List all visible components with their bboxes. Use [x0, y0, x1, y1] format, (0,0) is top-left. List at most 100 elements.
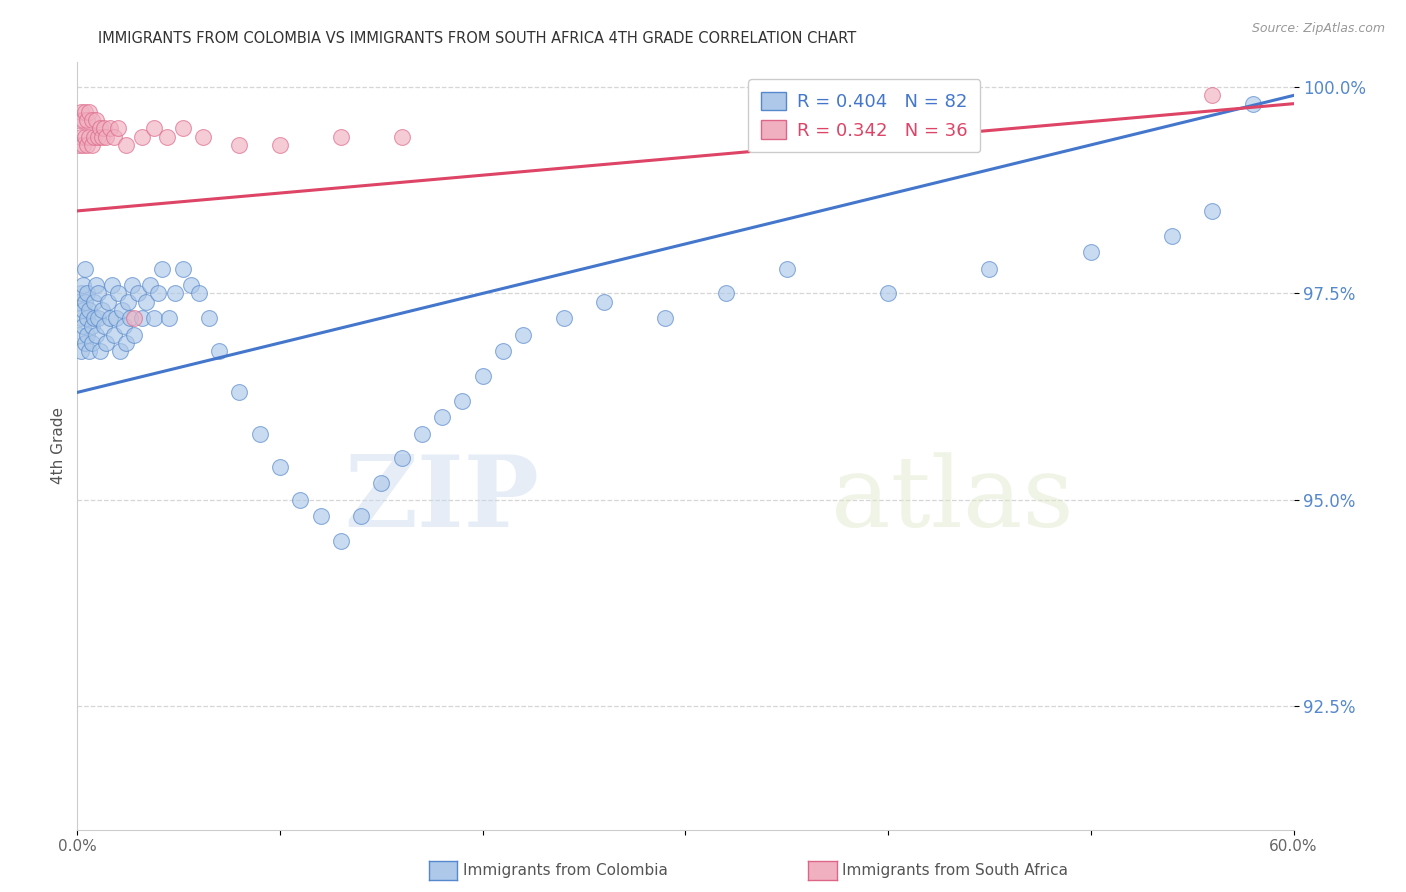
Point	[67, 113, 90, 128]
Text: IMMIGRANTS FROM COLOMBIA VS IMMIGRANTS FROM SOUTH AFRICA 4TH GRADE CORRELATION C: IMMIGRANTS FROM COLOMBIA VS IMMIGRANTS F…	[98, 31, 856, 46]
Text: atlas: atlas	[831, 452, 1074, 548]
Point	[163, 286, 186, 301]
Point	[135, 294, 157, 309]
Point	[98, 121, 121, 136]
Point	[131, 129, 153, 144]
Point	[117, 294, 139, 309]
Point	[208, 344, 231, 359]
Point	[172, 121, 194, 136]
Point	[86, 311, 108, 326]
Point	[98, 311, 121, 326]
Point	[70, 129, 93, 144]
Point	[75, 129, 97, 144]
Point	[76, 311, 98, 326]
Point	[228, 385, 250, 400]
Point	[249, 426, 271, 441]
Point	[172, 261, 194, 276]
Point	[329, 533, 352, 548]
Point	[593, 294, 616, 309]
Point	[80, 137, 103, 152]
Point	[329, 129, 352, 144]
Point	[152, 261, 174, 276]
Point	[180, 278, 202, 293]
Point	[72, 137, 94, 152]
Point	[122, 311, 145, 326]
Point	[84, 278, 107, 293]
Point	[104, 311, 127, 326]
Point	[269, 459, 291, 474]
Point	[83, 294, 105, 309]
Point	[370, 476, 392, 491]
Point	[67, 294, 90, 309]
Point	[115, 137, 138, 152]
Point	[1161, 228, 1184, 243]
Point	[94, 335, 117, 350]
Point	[79, 129, 101, 144]
Point	[391, 129, 413, 144]
Point	[86, 129, 108, 144]
Point	[148, 286, 170, 301]
Point	[115, 335, 138, 350]
Point	[1201, 88, 1223, 103]
Point	[80, 319, 103, 334]
Point	[391, 451, 413, 466]
Point	[228, 137, 250, 152]
Point	[108, 344, 131, 359]
Point	[75, 261, 97, 276]
Point	[107, 286, 129, 301]
Text: Immigrants from South Africa: Immigrants from South Africa	[842, 863, 1069, 878]
Point	[979, 261, 1001, 276]
Point	[411, 426, 433, 441]
Point	[90, 302, 112, 317]
Point	[76, 137, 98, 152]
Point	[83, 311, 105, 326]
Point	[76, 286, 98, 301]
Point	[70, 104, 93, 119]
Point	[80, 335, 103, 350]
Point	[83, 129, 105, 144]
Point	[471, 368, 494, 383]
Point	[191, 129, 214, 144]
Point	[451, 393, 474, 408]
Point	[70, 344, 93, 359]
Point	[70, 311, 93, 326]
Point	[654, 311, 676, 326]
Point	[188, 286, 211, 301]
Point	[89, 344, 111, 359]
Point	[72, 278, 94, 293]
Point	[112, 319, 135, 334]
Point	[90, 129, 112, 144]
Point	[75, 104, 97, 119]
Text: Source: ZipAtlas.com: Source: ZipAtlas.com	[1251, 22, 1385, 36]
Point	[143, 311, 166, 326]
Point	[76, 327, 98, 342]
Point	[86, 286, 108, 301]
Point	[512, 327, 534, 342]
Point	[714, 286, 737, 301]
Point	[93, 319, 115, 334]
Legend: R = 0.404   N = 82, R = 0.342   N = 36: R = 0.404 N = 82, R = 0.342 N = 36	[748, 79, 980, 153]
Point	[269, 137, 291, 152]
Point	[118, 311, 141, 326]
Point	[107, 121, 129, 136]
Point	[122, 327, 145, 342]
Point	[553, 311, 575, 326]
Point	[75, 335, 97, 350]
Point	[84, 327, 107, 342]
Text: ZIP: ZIP	[344, 451, 540, 549]
Point	[101, 278, 124, 293]
Point	[103, 129, 125, 144]
Point	[79, 302, 101, 317]
Point	[1080, 245, 1102, 260]
Point	[67, 137, 90, 152]
Point	[131, 311, 153, 326]
Point	[94, 129, 117, 144]
Point	[350, 509, 373, 524]
Point	[97, 294, 120, 309]
Point	[121, 278, 143, 293]
Point	[155, 129, 177, 144]
Text: Immigrants from Colombia: Immigrants from Colombia	[463, 863, 668, 878]
Point	[93, 121, 115, 136]
Point	[143, 121, 166, 136]
Point	[80, 113, 103, 128]
